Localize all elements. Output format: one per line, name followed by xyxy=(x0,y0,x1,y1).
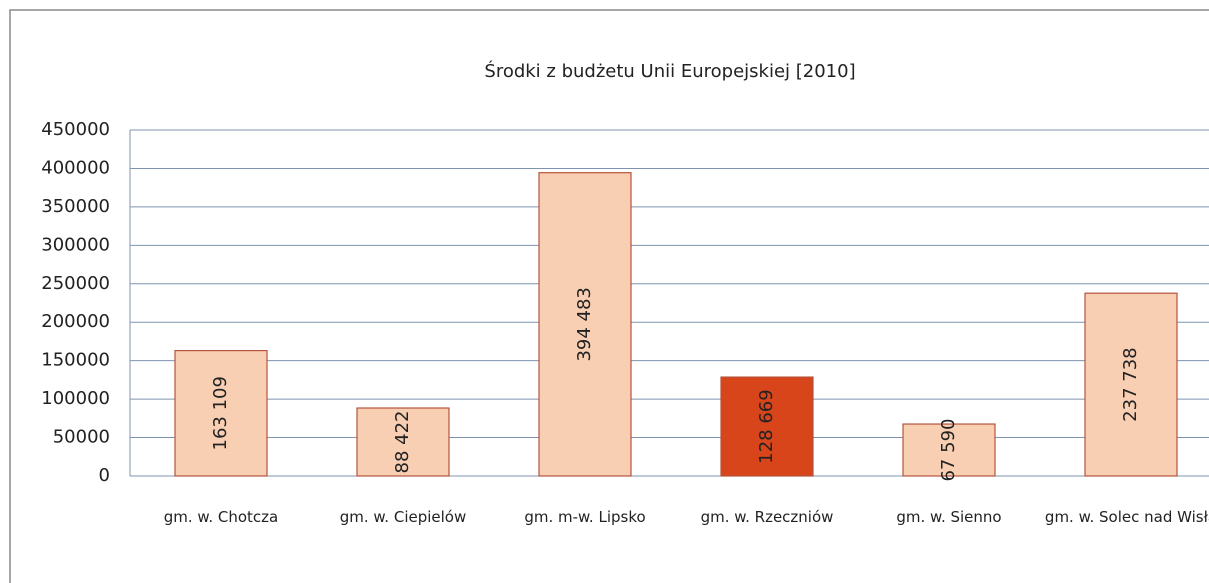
y-tick-label: 150000 xyxy=(41,350,110,371)
y-tick-label: 300000 xyxy=(41,234,110,255)
bar xyxy=(1084,292,1178,477)
y-tick-label: 350000 xyxy=(41,196,110,217)
value-label: 394 483 xyxy=(574,287,595,361)
value-label: 237 738 xyxy=(1120,347,1141,421)
chart-title: Środki z budżetu Unii Europejskiej [2010… xyxy=(484,60,855,82)
value-label: 163 109 xyxy=(210,376,231,450)
y-tick-label: 100000 xyxy=(41,388,110,409)
x-tick-label: gm. w. Sienno xyxy=(896,508,1002,526)
y-tick-label: 200000 xyxy=(41,311,110,332)
x-tick-label-box: gm. w. Sienno xyxy=(896,508,1002,526)
x-tick-label: gm. w. Solec nad Wisłą xyxy=(1044,508,1209,526)
y-tick-label: 450000 xyxy=(41,119,110,140)
value-label: 88 422 xyxy=(392,411,413,474)
bar xyxy=(538,172,632,477)
x-tick-label-box: gm. w. Chotcza xyxy=(163,508,279,526)
x-tick-label-box: gm. w. Rzeczniów xyxy=(700,508,834,526)
bar xyxy=(720,376,814,477)
bar xyxy=(356,407,450,477)
bar xyxy=(902,423,996,477)
y-tick-label: 400000 xyxy=(41,157,110,178)
x-tick-label: gm. m-w. Lipsko xyxy=(524,508,646,526)
x-tick-label-box: gm. w. Ciepielów xyxy=(339,508,467,526)
y-tick-label: 50000 xyxy=(53,427,110,448)
bar xyxy=(174,349,268,477)
y-tick-label: 0 xyxy=(99,465,110,486)
x-tick-label: gm. w. Chotcza xyxy=(163,508,279,526)
x-tick-label: gm. w. Ciepielów xyxy=(339,508,467,526)
x-tick-label: gm. w. Rzeczniów xyxy=(700,508,834,526)
y-tick-label: 250000 xyxy=(41,273,110,294)
value-label: 67 590 xyxy=(938,419,959,482)
x-tick-label-box: gm. w. Solec nad Wisłą xyxy=(1044,508,1209,526)
x-tick-label-box: gm. m-w. Lipsko xyxy=(524,508,646,526)
value-label: 128 669 xyxy=(756,389,777,463)
